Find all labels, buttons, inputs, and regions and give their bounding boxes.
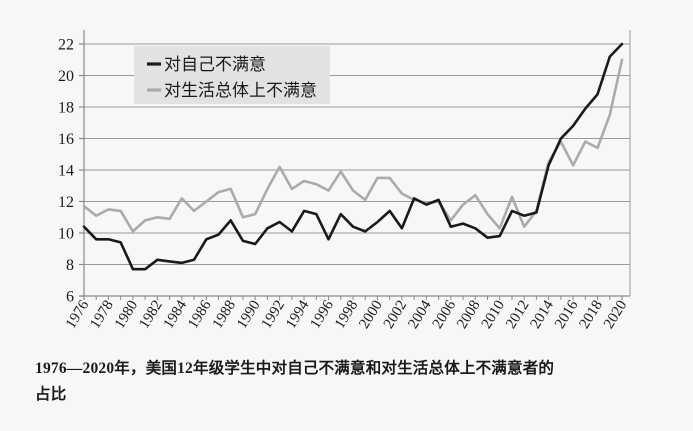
x-tick-label: 2012 — [503, 298, 532, 332]
series-line-0 — [82, 42, 624, 271]
series-line-1 — [82, 58, 624, 233]
legend — [134, 46, 330, 104]
x-tick-label: 2010 — [479, 298, 508, 332]
y-tick-label: 14 — [58, 163, 74, 180]
x-tick-label: 2014 — [528, 297, 558, 331]
caption-line-1: 1976—2020年，美国12年级学生中对自己不满意和对生活总体上不满意者的 — [35, 360, 555, 377]
y-tick-label: 16 — [58, 131, 74, 148]
y-tick-label: 20 — [58, 68, 74, 85]
y-tick-label: 22 — [58, 37, 74, 54]
x-tick-label: 2018 — [576, 298, 605, 332]
x-tick-label: 2004 — [405, 297, 435, 331]
y-tick-label: 10 — [58, 226, 74, 243]
figure-caption: 1976—2020年，美国12年级学生中对自己不满意和对生活总体上不满意者的 占… — [35, 356, 675, 408]
y-tick-label: 12 — [58, 194, 74, 211]
x-tick-label: 1986 — [185, 297, 215, 331]
legend-label-0: 对自己不满意 — [164, 55, 266, 74]
y-tick-label: 6 — [66, 289, 74, 306]
x-tick-label: 1980 — [112, 298, 141, 332]
x-tick-label: 2020 — [601, 298, 630, 332]
line-chart: 6810121416182022197619781980198219841986… — [58, 30, 631, 332]
x-tick-label: 1998 — [332, 298, 361, 332]
y-tick-label: 18 — [58, 100, 74, 117]
x-tick-label: 1994 — [283, 297, 313, 331]
x-tick-label: 1984 — [161, 297, 191, 331]
x-tick-label: 1990 — [234, 298, 263, 332]
x-tick-label: 1978 — [87, 298, 116, 332]
x-tick-label: 1996 — [307, 297, 337, 331]
x-tick-label: 2008 — [454, 298, 483, 332]
y-tick-label: 8 — [66, 257, 74, 274]
x-tick-label: 2000 — [356, 298, 385, 332]
caption-line-2: 占比 — [35, 386, 67, 403]
legend-label-1: 对生活总体上不满意 — [164, 81, 317, 100]
x-tick-label: 1982 — [136, 298, 165, 332]
x-tick-label: 2016 — [552, 297, 582, 331]
x-tick-label: 2006 — [430, 297, 460, 331]
x-tick-label: 1992 — [259, 298, 288, 332]
x-tick-label: 2002 — [381, 298, 410, 332]
x-tick-label: 1988 — [210, 298, 239, 332]
